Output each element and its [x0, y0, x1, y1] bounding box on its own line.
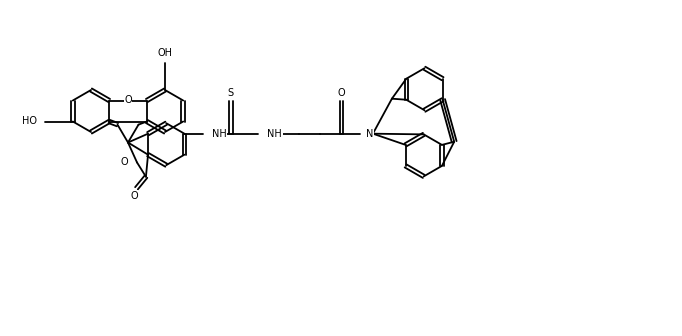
Text: O: O — [124, 95, 132, 106]
Text: S: S — [228, 88, 234, 98]
Text: OH: OH — [158, 47, 173, 57]
Text: O: O — [338, 88, 345, 98]
Text: N: N — [366, 129, 374, 139]
Text: NH: NH — [212, 129, 226, 139]
Text: NH: NH — [267, 129, 282, 139]
Text: HO: HO — [22, 117, 37, 126]
Text: O: O — [121, 158, 128, 167]
Text: O: O — [130, 191, 138, 201]
